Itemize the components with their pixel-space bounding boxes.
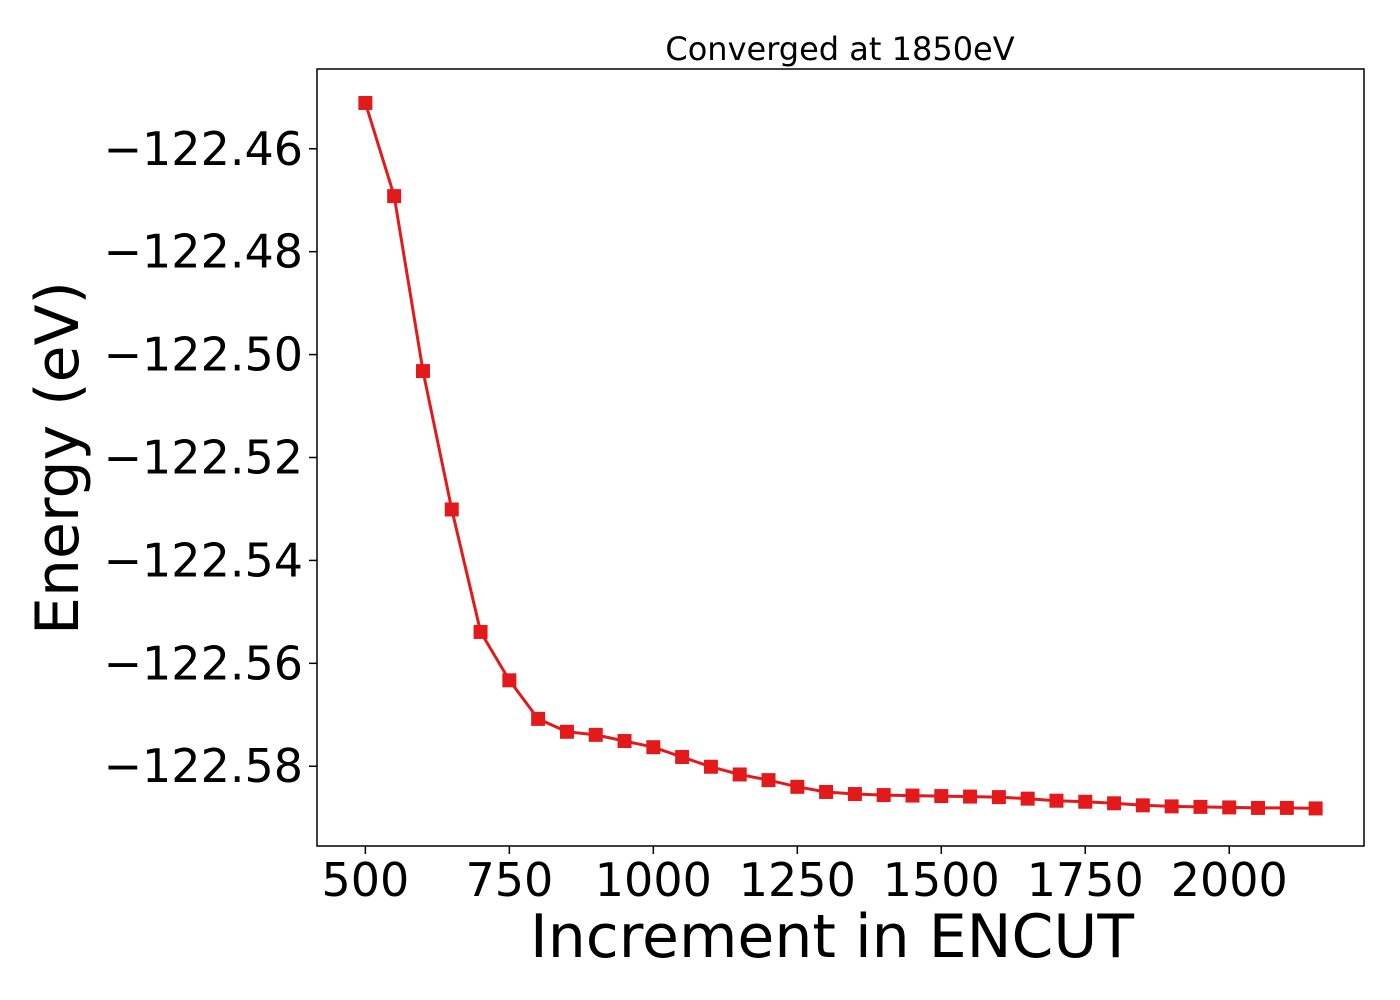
x-axis: 500 750 1000 1250 1500 1750 2000 (321, 846, 1288, 907)
data-point (963, 789, 978, 804)
x-tick-label: 2000 (1171, 853, 1288, 907)
data-point (1308, 801, 1323, 816)
data-point (847, 787, 862, 802)
data-point (1107, 796, 1122, 811)
x-tick-label: 1750 (1027, 853, 1144, 907)
data-point (646, 740, 661, 755)
y-tick-label: −122.46 (104, 122, 304, 176)
data-point (1222, 800, 1237, 815)
data-point (876, 788, 891, 803)
y-tick-label: −122.50 (104, 328, 304, 382)
x-axis-label: Increment in ENCUT (530, 902, 1134, 972)
y-tick-label: −122.56 (104, 636, 304, 690)
data-point (358, 95, 373, 110)
data-point (675, 749, 690, 764)
y-axis-label: Energy (eV) (23, 281, 93, 635)
series-layer (358, 95, 1323, 816)
data-point (934, 789, 949, 804)
data-point (387, 189, 402, 204)
y-tick-label: −122.48 (104, 225, 304, 279)
data-point (905, 788, 920, 803)
data-point (1078, 794, 1093, 809)
data-point (1193, 799, 1208, 814)
y-tick-label: −122.54 (104, 533, 304, 587)
x-tick-label: 500 (321, 853, 409, 907)
data-point (502, 673, 517, 688)
data-point (1020, 791, 1035, 806)
data-point (1279, 800, 1294, 815)
data-point (761, 773, 776, 788)
data-point (732, 767, 747, 782)
data-point (531, 711, 546, 726)
y-tick-label: −122.58 (104, 739, 304, 793)
series-line (363, 102, 1316, 810)
chart-title: Converged at 1850eV (665, 30, 1014, 68)
data-point (473, 624, 488, 639)
data-point (588, 727, 603, 742)
data-point (559, 724, 574, 739)
data-point (444, 502, 459, 517)
data-point (819, 784, 834, 799)
data-point (415, 364, 430, 379)
x-tick-label: 1250 (739, 853, 856, 907)
x-tick-label: 1500 (883, 853, 1000, 907)
data-point (991, 790, 1006, 805)
data-point (1164, 799, 1179, 814)
y-axis: −122.46 −122.48 −122.50 −122.52 −122.54 −122.… (104, 122, 317, 793)
data-point (703, 759, 718, 774)
y-tick-label: −122.52 (104, 431, 304, 485)
data-point (1049, 793, 1064, 808)
data-point (790, 779, 805, 794)
data-point (1251, 800, 1266, 815)
data-point (617, 734, 632, 749)
data-point (1135, 798, 1150, 813)
x-tick-label: 750 (465, 853, 553, 907)
plot-area: 500 750 1000 1250 1500 1750 2000 −122.46−122.4… (104, 68, 1365, 907)
x-tick-label: 1000 (595, 853, 712, 907)
